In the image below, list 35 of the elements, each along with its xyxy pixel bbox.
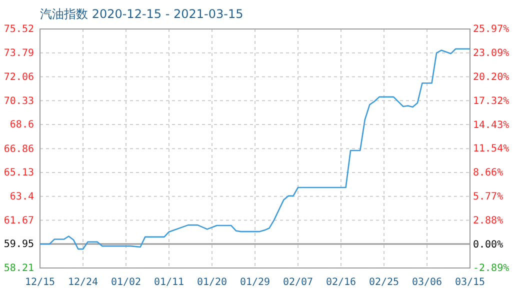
y2-tick-label: 2.88% bbox=[473, 215, 504, 226]
y-tick-label: 68.6 bbox=[10, 120, 34, 131]
y-tick-label: 61.67 bbox=[4, 215, 34, 226]
y-tick-label: 63.4 bbox=[10, 192, 34, 203]
x-tick-label: 01/02 bbox=[110, 277, 142, 288]
y-tick-label: 75.52 bbox=[4, 24, 34, 36]
y-tick-label: 58.21 bbox=[4, 263, 34, 274]
y-tick-label: 65.13 bbox=[4, 168, 34, 179]
y2-tick-label: 0.00% bbox=[473, 239, 504, 250]
y2-tick-label: 20.20% bbox=[473, 72, 510, 83]
x-tick-label: 03/06 bbox=[412, 277, 442, 288]
x-tick-label: 01/11 bbox=[154, 277, 184, 288]
y2-tick-label: 25.97% bbox=[473, 24, 510, 36]
y-tick-label: 72.06 bbox=[4, 72, 34, 83]
x-tick-label: 02/25 bbox=[368, 277, 400, 288]
x-tick-label: 03/15 bbox=[454, 277, 486, 288]
y2-tick-label: 23.09% bbox=[473, 48, 510, 60]
chart-title: 汽油指数 2020-12-15 - 2021-03-15 bbox=[40, 7, 244, 21]
x-tick-label: 12/24 bbox=[68, 277, 98, 288]
y2-tick-label: 8.66% bbox=[473, 168, 504, 179]
y-tick-label: 70.33 bbox=[4, 96, 34, 107]
y-tick-label: 66.86 bbox=[4, 144, 34, 155]
x-tick-label: 12/15 bbox=[24, 277, 56, 288]
y2-tick-label: 11.54% bbox=[473, 144, 510, 155]
x-tick-label: 02/07 bbox=[282, 277, 314, 288]
y-tick-label: 73.79 bbox=[4, 48, 34, 60]
x-tick-label: 02/16 bbox=[326, 277, 356, 288]
y2-tick-label: -2.89% bbox=[473, 263, 510, 274]
y-tick-label: 59.95 bbox=[4, 239, 34, 250]
y2-tick-label: 14.43% bbox=[473, 120, 510, 131]
y2-tick-label: 17.32% bbox=[473, 96, 510, 107]
line-series bbox=[39, 48, 471, 250]
y2-tick-label: 5.77% bbox=[473, 191, 504, 202]
x-tick-label: 01/20 bbox=[196, 277, 228, 288]
x-tick-label: 01/29 bbox=[240, 277, 270, 288]
